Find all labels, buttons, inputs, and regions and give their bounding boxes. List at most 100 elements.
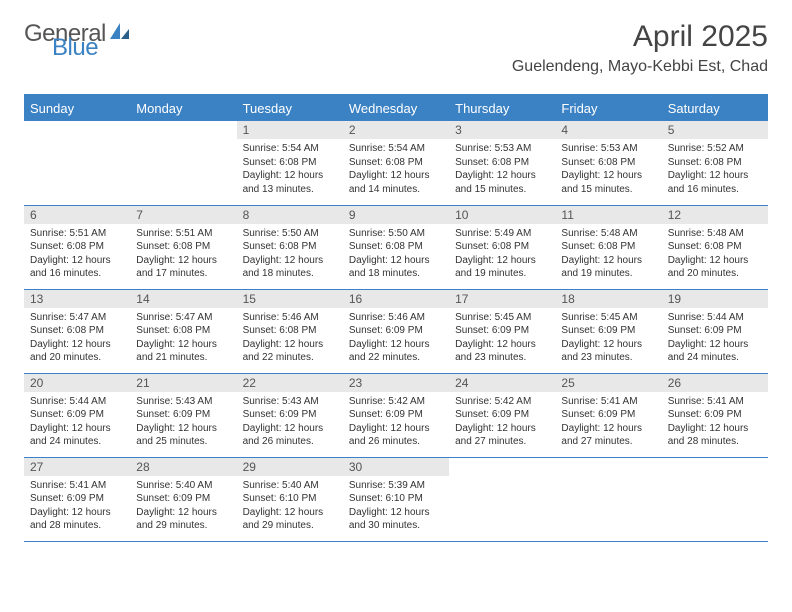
day-number: 26 — [662, 374, 768, 392]
calendar-cell: 9Sunrise: 5:50 AMSunset: 6:08 PMDaylight… — [343, 205, 449, 289]
day-number: 14 — [130, 290, 236, 308]
day-header: Monday — [130, 95, 236, 121]
calendar-cell: 6Sunrise: 5:51 AMSunset: 6:08 PMDaylight… — [24, 205, 130, 289]
day-details: Sunrise: 5:52 AMSunset: 6:08 PMDaylight:… — [662, 139, 768, 200]
calendar-cell: 12Sunrise: 5:48 AMSunset: 6:08 PMDayligh… — [662, 205, 768, 289]
day-details: Sunrise: 5:50 AMSunset: 6:08 PMDaylight:… — [343, 224, 449, 285]
calendar-cell: 26Sunrise: 5:41 AMSunset: 6:09 PMDayligh… — [662, 373, 768, 457]
day-details: Sunrise: 5:53 AMSunset: 6:08 PMDaylight:… — [449, 139, 555, 200]
day-number: 5 — [662, 121, 768, 139]
day-details: Sunrise: 5:50 AMSunset: 6:08 PMDaylight:… — [237, 224, 343, 285]
title-block: April 2025 Guelendeng, Mayo-Kebbi Est, C… — [512, 20, 768, 76]
calendar-cell: 22Sunrise: 5:43 AMSunset: 6:09 PMDayligh… — [237, 373, 343, 457]
day-number: 8 — [237, 206, 343, 224]
calendar-cell: 17Sunrise: 5:45 AMSunset: 6:09 PMDayligh… — [449, 289, 555, 373]
day-number: 1 — [237, 121, 343, 139]
calendar-cell: 1Sunrise: 5:54 AMSunset: 6:08 PMDaylight… — [237, 121, 343, 205]
calendar-cell: 13Sunrise: 5:47 AMSunset: 6:08 PMDayligh… — [24, 289, 130, 373]
calendar-cell: 11Sunrise: 5:48 AMSunset: 6:08 PMDayligh… — [555, 205, 661, 289]
day-details: Sunrise: 5:41 AMSunset: 6:09 PMDaylight:… — [662, 392, 768, 453]
calendar-row: 20Sunrise: 5:44 AMSunset: 6:09 PMDayligh… — [24, 373, 768, 457]
day-number: 12 — [662, 206, 768, 224]
day-details: Sunrise: 5:47 AMSunset: 6:08 PMDaylight:… — [24, 308, 130, 369]
calendar-cell-empty — [130, 121, 236, 205]
calendar-cell: 20Sunrise: 5:44 AMSunset: 6:09 PMDayligh… — [24, 373, 130, 457]
calendar-cell: 18Sunrise: 5:45 AMSunset: 6:09 PMDayligh… — [555, 289, 661, 373]
day-details: Sunrise: 5:41 AMSunset: 6:09 PMDaylight:… — [555, 392, 661, 453]
day-number: 29 — [237, 458, 343, 476]
calendar-cell-empty — [555, 457, 661, 541]
day-details: Sunrise: 5:49 AMSunset: 6:08 PMDaylight:… — [449, 224, 555, 285]
day-number: 7 — [130, 206, 236, 224]
day-details: Sunrise: 5:39 AMSunset: 6:10 PMDaylight:… — [343, 476, 449, 537]
sail-icon — [110, 23, 130, 46]
day-details: Sunrise: 5:51 AMSunset: 6:08 PMDaylight:… — [24, 224, 130, 285]
day-details: Sunrise: 5:46 AMSunset: 6:09 PMDaylight:… — [343, 308, 449, 369]
day-number: 4 — [555, 121, 661, 139]
day-details: Sunrise: 5:46 AMSunset: 6:08 PMDaylight:… — [237, 308, 343, 369]
calendar-cell: 15Sunrise: 5:46 AMSunset: 6:08 PMDayligh… — [237, 289, 343, 373]
header: General April 2025 Guelendeng, Mayo-Kebb… — [24, 20, 768, 76]
day-details: Sunrise: 5:51 AMSunset: 6:08 PMDaylight:… — [130, 224, 236, 285]
day-number: 6 — [24, 206, 130, 224]
day-number: 21 — [130, 374, 236, 392]
calendar-header-row: SundayMondayTuesdayWednesdayThursdayFrid… — [24, 95, 768, 121]
calendar-row: 6Sunrise: 5:51 AMSunset: 6:08 PMDaylight… — [24, 205, 768, 289]
calendar-cell: 29Sunrise: 5:40 AMSunset: 6:10 PMDayligh… — [237, 457, 343, 541]
calendar-cell: 30Sunrise: 5:39 AMSunset: 6:10 PMDayligh… — [343, 457, 449, 541]
day-number: 27 — [24, 458, 130, 476]
day-details: Sunrise: 5:45 AMSunset: 6:09 PMDaylight:… — [449, 308, 555, 369]
day-number: 28 — [130, 458, 236, 476]
day-number: 13 — [24, 290, 130, 308]
calendar-row: 27Sunrise: 5:41 AMSunset: 6:09 PMDayligh… — [24, 457, 768, 541]
calendar-cell: 25Sunrise: 5:41 AMSunset: 6:09 PMDayligh… — [555, 373, 661, 457]
day-number: 22 — [237, 374, 343, 392]
day-details: Sunrise: 5:40 AMSunset: 6:10 PMDaylight:… — [237, 476, 343, 537]
month-title: April 2025 — [512, 20, 768, 54]
calendar-row: 1Sunrise: 5:54 AMSunset: 6:08 PMDaylight… — [24, 121, 768, 205]
calendar-cell-empty — [662, 457, 768, 541]
day-number: 9 — [343, 206, 449, 224]
calendar-cell: 27Sunrise: 5:41 AMSunset: 6:09 PMDayligh… — [24, 457, 130, 541]
calendar-cell-empty — [449, 457, 555, 541]
day-number: 11 — [555, 206, 661, 224]
day-number: 3 — [449, 121, 555, 139]
day-header: Sunday — [24, 95, 130, 121]
calendar-cell: 10Sunrise: 5:49 AMSunset: 6:08 PMDayligh… — [449, 205, 555, 289]
day-details: Sunrise: 5:41 AMSunset: 6:09 PMDaylight:… — [24, 476, 130, 537]
day-header: Tuesday — [237, 95, 343, 121]
calendar-cell: 23Sunrise: 5:42 AMSunset: 6:09 PMDayligh… — [343, 373, 449, 457]
calendar-cell: 2Sunrise: 5:54 AMSunset: 6:08 PMDaylight… — [343, 121, 449, 205]
day-number: 24 — [449, 374, 555, 392]
location-text: Guelendeng, Mayo-Kebbi Est, Chad — [512, 58, 768, 76]
day-details: Sunrise: 5:42 AMSunset: 6:09 PMDaylight:… — [343, 392, 449, 453]
calendar-row: 13Sunrise: 5:47 AMSunset: 6:08 PMDayligh… — [24, 289, 768, 373]
day-number: 2 — [343, 121, 449, 139]
day-header: Friday — [555, 95, 661, 121]
day-number: 15 — [237, 290, 343, 308]
calendar-cell: 3Sunrise: 5:53 AMSunset: 6:08 PMDaylight… — [449, 121, 555, 205]
day-details: Sunrise: 5:54 AMSunset: 6:08 PMDaylight:… — [343, 139, 449, 200]
day-details: Sunrise: 5:45 AMSunset: 6:09 PMDaylight:… — [555, 308, 661, 369]
day-number: 10 — [449, 206, 555, 224]
calendar-cell: 4Sunrise: 5:53 AMSunset: 6:08 PMDaylight… — [555, 121, 661, 205]
calendar-cell: 19Sunrise: 5:44 AMSunset: 6:09 PMDayligh… — [662, 289, 768, 373]
day-details: Sunrise: 5:48 AMSunset: 6:08 PMDaylight:… — [662, 224, 768, 285]
calendar-cell: 24Sunrise: 5:42 AMSunset: 6:09 PMDayligh… — [449, 373, 555, 457]
day-number: 18 — [555, 290, 661, 308]
calendar-cell: 16Sunrise: 5:46 AMSunset: 6:09 PMDayligh… — [343, 289, 449, 373]
day-details: Sunrise: 5:47 AMSunset: 6:08 PMDaylight:… — [130, 308, 236, 369]
day-details: Sunrise: 5:48 AMSunset: 6:08 PMDaylight:… — [555, 224, 661, 285]
day-details: Sunrise: 5:43 AMSunset: 6:09 PMDaylight:… — [130, 392, 236, 453]
day-number: 20 — [24, 374, 130, 392]
day-details: Sunrise: 5:43 AMSunset: 6:09 PMDaylight:… — [237, 392, 343, 453]
logo-word2: Blue — [52, 34, 98, 62]
day-details: Sunrise: 5:53 AMSunset: 6:08 PMDaylight:… — [555, 139, 661, 200]
calendar-cell: 8Sunrise: 5:50 AMSunset: 6:08 PMDaylight… — [237, 205, 343, 289]
day-number: 30 — [343, 458, 449, 476]
day-number: 17 — [449, 290, 555, 308]
calendar-cell: 28Sunrise: 5:40 AMSunset: 6:09 PMDayligh… — [130, 457, 236, 541]
day-details: Sunrise: 5:44 AMSunset: 6:09 PMDaylight:… — [24, 392, 130, 453]
day-number: 23 — [343, 374, 449, 392]
logo-line2: Blue — [24, 34, 98, 62]
